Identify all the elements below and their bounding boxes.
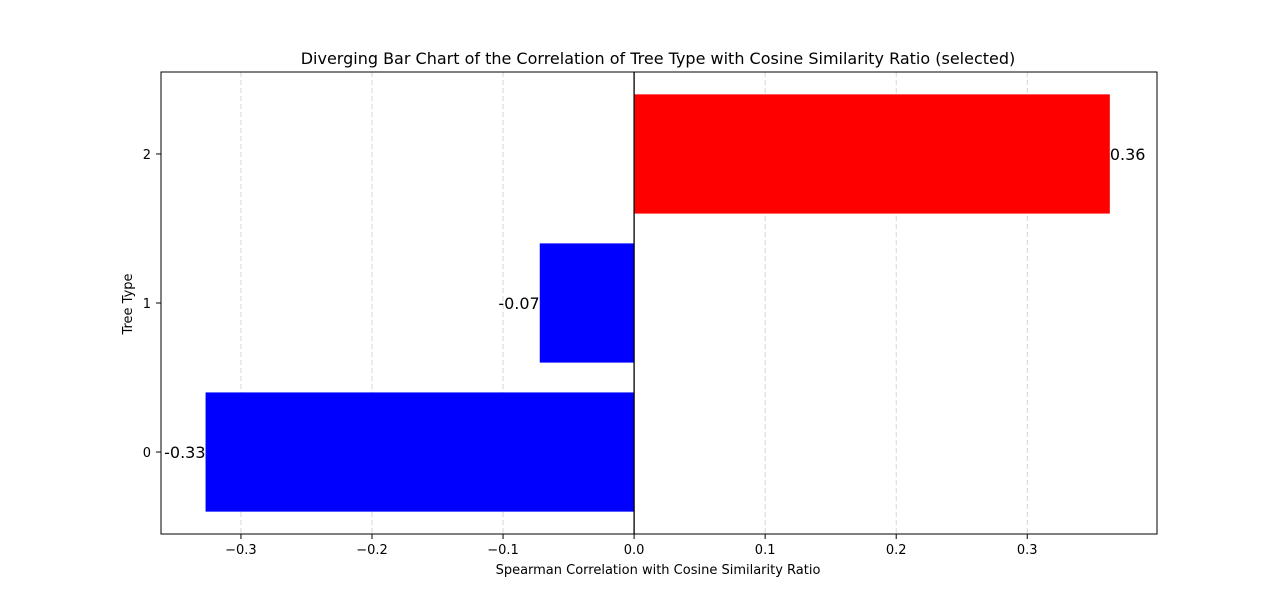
data-labels: -0.33 -0.07 0.36 bbox=[164, 145, 1145, 462]
data-label-2: 0.36 bbox=[1110, 145, 1146, 164]
y-tick-label: 1 bbox=[143, 297, 151, 312]
x-axis-label: Spearman Correlation with Cosine Similar… bbox=[496, 563, 821, 578]
bar-0 bbox=[205, 392, 635, 512]
x-tick-label: −0.1 bbox=[487, 543, 519, 558]
chart-title: Diverging Bar Chart of the Correlation o… bbox=[301, 49, 1016, 68]
bars bbox=[205, 94, 1110, 512]
y-axis-ticks: 0 1 2 bbox=[143, 148, 161, 461]
y-tick-label: 2 bbox=[143, 148, 151, 163]
bar-2 bbox=[634, 94, 1110, 214]
x-tick-label: −0.3 bbox=[225, 543, 257, 558]
x-tick-label: 0.0 bbox=[624, 543, 645, 558]
y-axis-label: Tree Type bbox=[121, 273, 136, 335]
data-label-1: -0.07 bbox=[498, 294, 539, 313]
y-tick-label: 0 bbox=[143, 446, 151, 461]
x-tick-label: 0.1 bbox=[755, 543, 776, 558]
x-tick-label: 0.2 bbox=[886, 543, 907, 558]
x-tick-label: −0.2 bbox=[356, 543, 388, 558]
x-tick-label: 0.3 bbox=[1017, 543, 1038, 558]
data-label-0: -0.33 bbox=[164, 443, 205, 462]
x-axis-ticks: −0.3 −0.2 −0.1 0.0 0.1 0.2 0.3 bbox=[225, 534, 1038, 558]
bar-1 bbox=[539, 243, 635, 363]
